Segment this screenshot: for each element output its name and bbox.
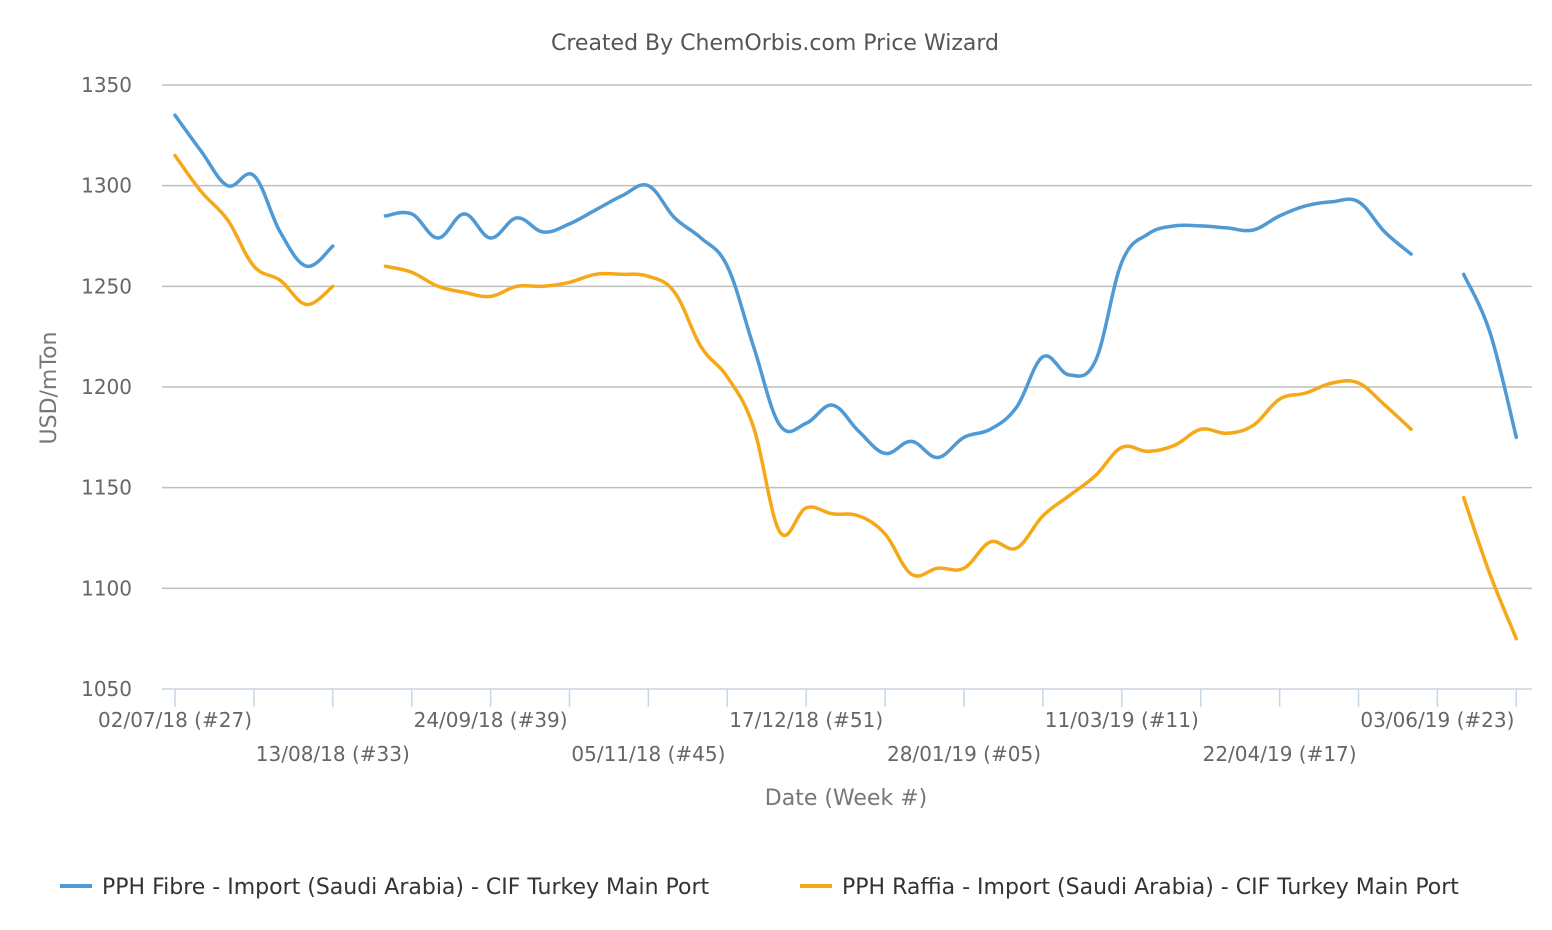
x-tick-label: 13/08/18 (#33) bbox=[256, 742, 410, 766]
legend-label-raffia: PPH Raffia - Import (Saudi Arabia) - CIF… bbox=[842, 875, 1459, 900]
x-tick-label: 05/11/18 (#45) bbox=[571, 742, 725, 766]
y-tick-label-1350: 1350 bbox=[81, 73, 132, 97]
y-tick-label-1300: 1300 bbox=[81, 174, 132, 198]
series-lines bbox=[173, 113, 1519, 641]
series-line-raffia-segment-3[interactable] bbox=[1461, 495, 1519, 641]
x-axis-title: Date (Week #) bbox=[765, 786, 927, 811]
x-tick-label: 22/04/19 (#17) bbox=[1203, 742, 1357, 766]
y-tick-label-1150: 1150 bbox=[81, 476, 132, 500]
y-tick-label-1100: 1100 bbox=[81, 576, 132, 600]
x-tick-label: 11/03/19 (#11) bbox=[1045, 708, 1199, 732]
series-line-raffia-segment-2[interactable] bbox=[383, 264, 1413, 578]
y-axis-title: USD/mTon bbox=[37, 332, 62, 445]
x-tick-label: 28/01/19 (#05) bbox=[887, 742, 1041, 766]
legend-item-raffia[interactable]: PPH Raffia - Import (Saudi Arabia) - CIF… bbox=[800, 875, 1459, 900]
y-tick-label-1200: 1200 bbox=[81, 375, 132, 399]
y-tick-label-1250: 1250 bbox=[81, 274, 132, 298]
series-line-fibre-segment-3[interactable] bbox=[1461, 272, 1519, 440]
x-axis-ticks: 02/07/18 (#27)13/08/18 (#33)24/09/18 (#3… bbox=[98, 689, 1518, 766]
x-tick-label: 03/06/19 (#23) bbox=[1360, 708, 1514, 732]
chart-title: Created By ChemOrbis.com Price Wizard bbox=[551, 31, 999, 56]
x-tick-label: 17/12/18 (#51) bbox=[729, 708, 883, 732]
y-tick-label-1050: 1050 bbox=[81, 677, 132, 701]
x-tick-label: 02/07/18 (#27) bbox=[98, 708, 252, 732]
series-line-raffia-segment-1[interactable] bbox=[173, 153, 335, 307]
series-line-fibre-segment-2[interactable] bbox=[383, 183, 1413, 460]
legend-label-fibre: PPH Fibre - Import (Saudi Arabia) - CIF … bbox=[102, 875, 710, 900]
series-line-fibre-segment-1[interactable] bbox=[173, 113, 335, 268]
legend: PPH Fibre - Import (Saudi Arabia) - CIF … bbox=[60, 875, 1459, 900]
y-axis-ticks: 1050 1100 1150 1200 1250 1300 1350 bbox=[81, 73, 132, 701]
grid-lines bbox=[162, 84, 1532, 590]
x-tick-label: 24/09/18 (#39) bbox=[414, 708, 568, 732]
legend-item-fibre[interactable]: PPH Fibre - Import (Saudi Arabia) - CIF … bbox=[60, 875, 710, 900]
